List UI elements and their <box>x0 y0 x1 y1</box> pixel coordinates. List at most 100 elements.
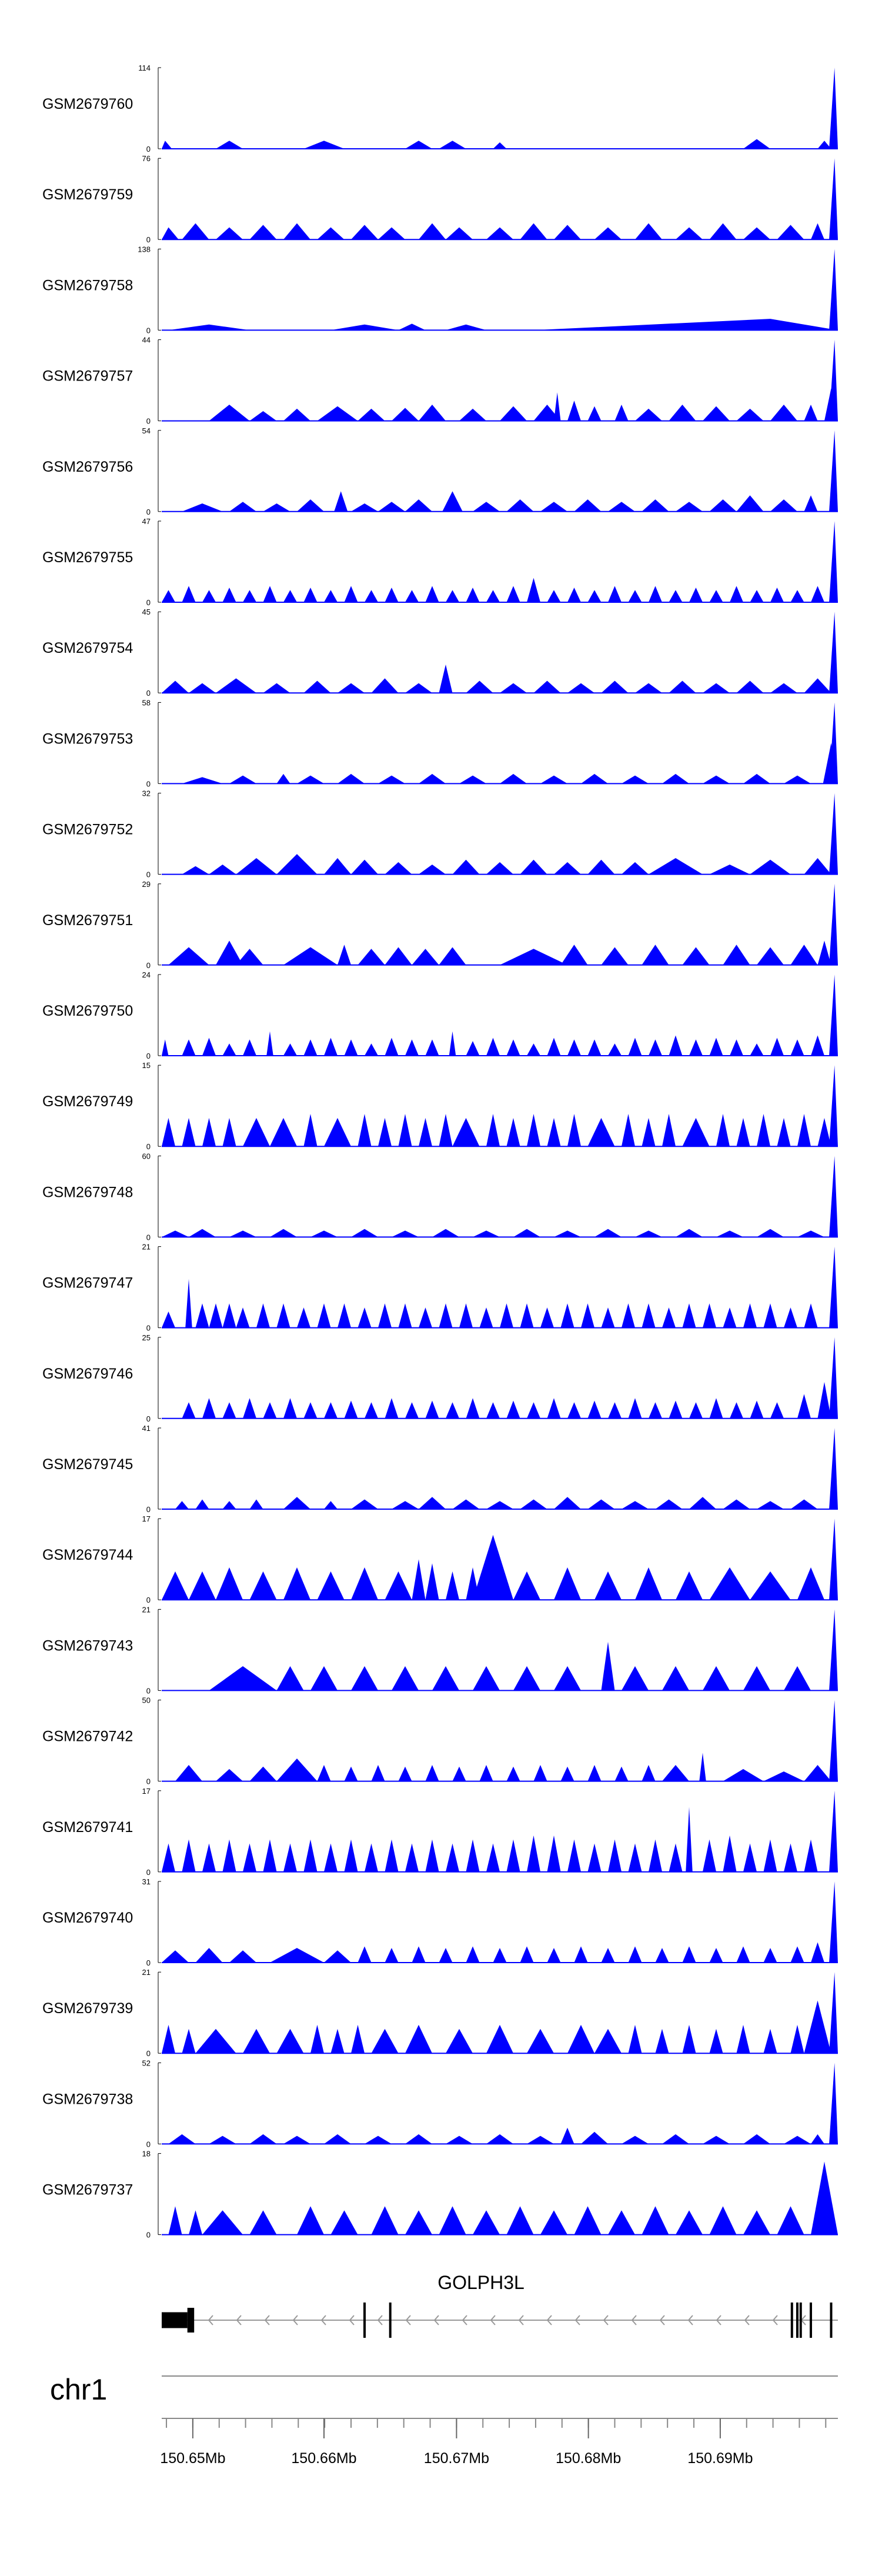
coverage-peak <box>513 1571 540 1600</box>
coverage-peak <box>608 1043 622 1056</box>
coverage-peak <box>628 1398 642 1419</box>
coverage-peak <box>439 1114 453 1147</box>
exon-mark <box>810 2303 812 2338</box>
track-GSM2679743: GSM2679743 21 0 <box>42 1605 838 1695</box>
coverage-peak <box>527 1835 540 1872</box>
coverage-peak <box>703 1839 716 1872</box>
coverage-peak <box>222 588 236 602</box>
coverage-peak <box>622 2135 649 2144</box>
coverage-peak <box>608 2210 635 2235</box>
coverage-peak <box>216 1769 243 1781</box>
coverage-peak <box>560 1303 574 1328</box>
coverage-peak <box>486 1114 500 1147</box>
strand-arrow <box>377 2315 383 2325</box>
y-min-label: 0 <box>146 870 151 879</box>
coverage-peak <box>229 502 256 512</box>
coverage-peak <box>324 1037 338 1056</box>
coverage-peak <box>790 590 804 602</box>
coverage-peak <box>162 1312 175 1328</box>
coverage-peak <box>750 1571 791 1600</box>
coverage-peak <box>249 411 277 421</box>
coverage-peak <box>804 1839 818 1872</box>
exon-mark <box>389 2303 392 2338</box>
coverage-peak <box>743 2210 770 2235</box>
coverage-peak <box>811 2161 838 2235</box>
coverage-peak <box>446 2135 473 2144</box>
coverage-peak <box>581 2131 608 2144</box>
strand-arrow <box>687 2315 693 2325</box>
track-GSM2679741: GSM2679741 17 0 <box>42 1787 838 1877</box>
coverage-peak <box>763 2028 777 2054</box>
coverage-peak <box>689 1039 703 1056</box>
coverage-peak <box>829 612 838 693</box>
coverage-peak <box>635 223 662 240</box>
coverage-peak <box>829 68 838 149</box>
coverage-peak <box>452 859 480 875</box>
coverage-peak <box>829 1156 838 1237</box>
gene-label: GOLPH3L <box>437 2272 524 2293</box>
coverage-peak <box>500 773 527 784</box>
coverage-peak <box>790 2024 804 2054</box>
coverage-peak <box>567 588 581 602</box>
coverage-peak <box>784 775 811 784</box>
coverage-peak <box>243 1039 256 1056</box>
coverage-peak <box>270 1229 297 1237</box>
coverage-peak <box>425 1765 439 1781</box>
coverage-peak <box>385 862 412 875</box>
coverage-peak <box>540 502 567 512</box>
coverage-peak <box>804 1765 831 1781</box>
coverage-peak <box>344 1766 358 1781</box>
coverage-peak <box>655 1948 669 1963</box>
coverage-peak <box>202 590 216 602</box>
coverage-peak <box>486 2134 513 2144</box>
coverage-peak <box>243 590 256 602</box>
coverage-peak <box>757 1114 770 1147</box>
coverage-peak <box>622 1114 635 1147</box>
coverage-peak <box>249 1766 277 1781</box>
exon-mark <box>830 2303 833 2338</box>
coverage-peak <box>770 683 797 693</box>
coverage-peak <box>243 1398 256 1419</box>
track-GSM2679748: GSM2679748 60 0 <box>42 1152 838 1242</box>
coverage-peak <box>486 1501 513 1509</box>
track-label: GSM2679741 <box>42 1819 133 1836</box>
coverage-peak <box>263 586 277 602</box>
track-GSM2679752: GSM2679752 32 0 <box>42 789 838 879</box>
coverage-peak <box>270 1948 324 1963</box>
coverage-peak <box>283 947 338 965</box>
coverage-peak <box>804 1303 818 1328</box>
y-max-label: 50 <box>142 1696 151 1705</box>
coverage-peak <box>554 862 581 875</box>
coverage-peak <box>682 947 710 965</box>
coverage-peak <box>594 2028 622 2054</box>
coverage-peak <box>587 859 615 875</box>
track-label: GSM2679744 <box>42 1547 133 1563</box>
coverage-peak <box>628 1843 642 1872</box>
strand-arrow <box>349 2315 355 2325</box>
coverage-peak <box>195 1303 209 1328</box>
coverage-peak <box>649 858 703 875</box>
coverage-peak <box>303 1402 318 1419</box>
coverage-peak <box>243 1843 256 1872</box>
coverage-peak <box>750 1043 764 1056</box>
coverage-peak <box>763 1771 804 1781</box>
coverage-peak <box>222 1043 236 1056</box>
track-GSM2679746: GSM2679746 25 0 <box>42 1333 838 1423</box>
coverage-peak <box>162 1571 189 1600</box>
y-max-label: 114 <box>138 64 151 72</box>
coverage-peak <box>412 949 439 965</box>
coverage-peak <box>635 683 662 693</box>
coverage-peak <box>412 1559 426 1600</box>
coverage-peak <box>784 1666 811 1691</box>
coverage-peak <box>777 1117 791 1147</box>
y-min-label: 0 <box>146 508 151 516</box>
y-max-label: 41 <box>142 1424 151 1433</box>
coverage-peak <box>649 586 662 602</box>
coverage-peak <box>439 1948 453 1963</box>
coverage-peak <box>371 2028 399 2054</box>
coverage-peak <box>817 1382 831 1419</box>
coverage-peak <box>804 2000 831 2054</box>
coverage-peak <box>829 702 838 784</box>
coverage-peak <box>236 858 277 875</box>
coverage-peak <box>709 590 723 602</box>
